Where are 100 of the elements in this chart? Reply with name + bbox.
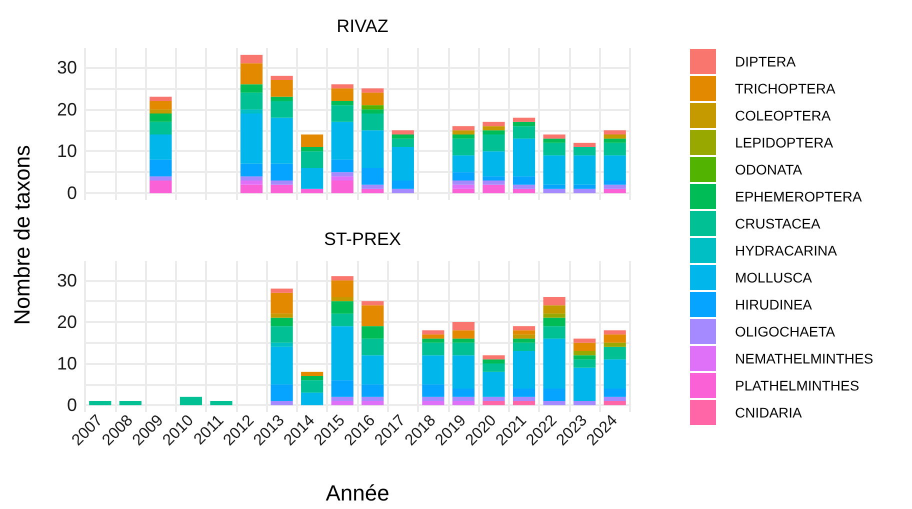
legend-label: TRICHOPTERA [735,80,836,96]
bar [422,355,444,384]
bar [452,172,475,181]
bar [452,342,475,356]
bar [512,184,536,189]
bar [362,305,384,326]
legend-label: HIRUDINEA [735,296,813,312]
bar [362,130,384,168]
bar [270,180,293,185]
y-tick-label: 0 [66,183,77,204]
bar [362,384,384,397]
bar [574,400,596,406]
bar [574,338,596,343]
bar [512,330,536,334]
chart-title: RIVAZ [336,16,388,36]
bar [604,346,626,360]
bar [150,176,172,181]
legend-label: EPHEMEROPTERA [735,188,862,204]
bar [331,380,354,397]
bar [180,396,202,406]
bar [512,400,536,406]
bar [362,168,384,185]
bar [270,100,293,118]
bar [604,188,626,194]
y-tick-label: 20 [56,99,77,120]
bar [331,172,354,176]
bar [452,322,475,330]
bar [362,184,384,189]
bar [543,318,566,326]
bar [301,134,324,148]
bar [482,396,505,401]
bar [270,96,293,101]
bar [362,92,384,106]
bar [574,351,596,356]
bar [331,400,354,406]
bar [574,142,596,148]
bar [452,130,475,134]
bar [574,188,596,194]
bar [512,351,536,388]
bar [543,326,566,339]
bar [604,184,626,189]
bar [270,342,293,347]
bar [301,168,324,189]
bar [604,388,626,397]
bar [331,276,354,280]
bar [331,105,354,122]
bar [331,100,354,106]
legend-label: COLEOPTERA [735,108,832,124]
bar [482,151,505,176]
bar [512,122,536,126]
bar [543,155,566,185]
bar [512,126,536,139]
bar [604,359,626,388]
bar [482,372,505,397]
bar [270,314,293,318]
bar [270,76,293,80]
bar [301,147,324,152]
bar [301,372,324,376]
bar [543,314,566,318]
bar [150,96,172,101]
bar [301,380,324,393]
bar [270,288,293,293]
legend-label: DIPTERA [735,54,796,70]
bar [512,388,536,397]
bar [210,400,232,406]
bar [270,384,293,401]
bar [362,355,384,384]
legend-label: CRUSTACEA [735,216,821,232]
bar [331,122,354,160]
legend-label: MOLLUSCA [735,270,813,286]
bar [574,155,596,185]
bar [512,118,536,122]
bar [362,400,384,406]
bar [604,400,626,406]
bar [574,359,596,368]
bar [482,184,505,194]
bar [604,180,626,185]
bar [543,388,566,401]
bar [452,180,475,185]
bar [574,368,596,401]
bar [452,184,475,189]
bar [331,84,354,88]
bar [362,105,384,110]
bar [240,109,263,114]
bar [240,164,263,176]
bar [452,330,475,339]
bar [512,138,536,176]
bar [150,109,172,114]
bar [150,180,172,194]
y-tick-label: 10 [56,354,77,374]
bar [150,122,172,134]
bar [574,184,596,189]
legend-label: CNIDARIA [735,404,803,420]
y-tick-label: 10 [56,141,77,162]
bar [422,384,444,397]
bar [482,364,505,372]
bar [331,88,354,101]
bar [422,334,444,339]
bar [150,134,172,160]
bar [512,342,536,352]
